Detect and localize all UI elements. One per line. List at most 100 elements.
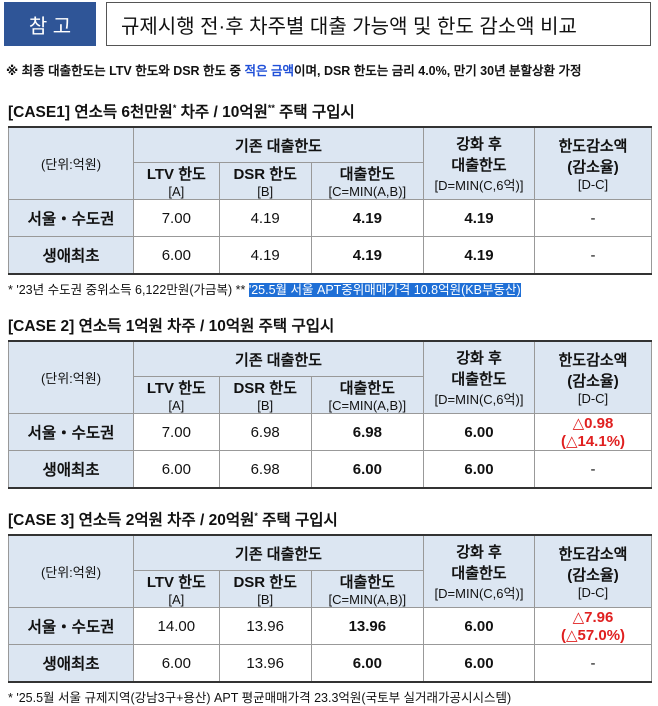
reduction-cell: - xyxy=(534,236,652,275)
header-line: [D=MIN(C,6억)] xyxy=(434,586,524,601)
column-header: 강화 후 대출한도 [D=MIN(C,6억)] xyxy=(423,534,535,608)
table: (단위:억원) 기존 대출한도 강화 후 대출한도 [D=MIN(C,6억)] 한도감소액… xyxy=(8,340,652,489)
value: 6.00 xyxy=(310,644,425,683)
unit-cell: (단위:억원) xyxy=(8,126,134,200)
footnote-part: * '25.5월 서울 규제지역(강남3구+용산) APT 평균매매가격 23.… xyxy=(8,691,512,705)
header-line: [D=MIN(C,6억)] xyxy=(434,178,524,193)
row-label: 서울・수도권 xyxy=(8,413,134,451)
title-part: 주택 구입시 xyxy=(257,512,338,529)
data-row: 생애최초 6.00 13.96 6.00 6.00- xyxy=(8,644,652,683)
header-line: LTV 한도 xyxy=(146,380,206,397)
column-header: DSR 한도 [B] xyxy=(218,162,312,200)
reduction-cell: - xyxy=(534,450,652,489)
reduction-cell: △7.96 (△57.0%) xyxy=(534,607,652,645)
column-header: 강화 후 대출한도 [D=MIN(C,6억)] xyxy=(423,126,535,200)
value: 4.19 xyxy=(310,199,425,237)
title-part: ** xyxy=(267,102,275,113)
table: (단위:억원) 기존 대출한도 강화 후 대출한도 [D=MIN(C,6억)] 한도감소액… xyxy=(8,126,652,275)
note-text: 이며, DSR 한도는 금리 4.0%, 만기 30년 분할상환 가정 xyxy=(294,64,582,78)
badge: 참 고 xyxy=(4,2,96,46)
header-line: (감소율) xyxy=(567,373,619,390)
header-line: 강화 후 xyxy=(456,544,502,561)
reduction: (△14.1%) xyxy=(560,433,626,450)
header-line: [B] xyxy=(257,184,274,199)
reduction: (△57.0%) xyxy=(560,627,626,644)
header-line: 대출한도 xyxy=(339,380,395,397)
title-part: 차주 / 10억원 xyxy=(176,104,268,121)
reduction: △7.96 xyxy=(572,609,614,626)
group-cell: 기존 대출한도 xyxy=(133,340,424,377)
title: 규제시행 전·후 차주별 대출 가능액 및 한도 감소액 비교 xyxy=(106,2,651,46)
header-line: (감소율) xyxy=(567,567,619,584)
group-cell: 기존 대출한도 xyxy=(133,534,424,571)
case: [CASE1] 연소득 6천만원* 차주 / 10억원** 주택 구입시 (단위:… xyxy=(8,100,652,298)
footnote-part: '25.5월 서울 APT중위매매가격 10.8억원(KB부동산) xyxy=(248,283,521,297)
title-part: * xyxy=(172,102,177,113)
value: 6.00 xyxy=(423,644,535,683)
header-line: 한도감소액 xyxy=(558,138,628,155)
header-line: DSR 한도 xyxy=(233,166,297,183)
row-label: 생애최초 xyxy=(8,450,134,489)
column-header: 한도감소액 (감소율) [D-C] xyxy=(534,340,652,414)
header-line: (감소율) xyxy=(567,159,619,176)
case-title: [CASE 3] 연소득 2억원 차주 / 20억원* 주택 구입시 xyxy=(8,508,652,530)
title-part: 주택 구입시 xyxy=(274,104,355,121)
header-line: [B] xyxy=(257,592,274,607)
value: 13.96 xyxy=(218,644,312,683)
header-line: 한도감소액 xyxy=(558,546,628,563)
value: 6.00 xyxy=(423,413,535,451)
column-header: LTV 한도 [A] xyxy=(133,162,220,200)
footnote: * '23년 수도권 중위소득 6,122만원(가금복) ** '25.5월 서… xyxy=(8,279,652,298)
header-line: [D-C] xyxy=(577,177,609,192)
reduction: - xyxy=(590,654,596,672)
unit-cell: (단위:억원) xyxy=(8,340,134,414)
header-line: DSR 한도 xyxy=(233,574,297,591)
header-row: (단위:억원) 기존 대출한도 강화 후 대출한도 [D=MIN(C,6억)] 한도감소액… xyxy=(8,534,652,608)
data-row: 생애최초 6.00 6.98 6.00 6.00- xyxy=(8,450,652,489)
header-line: LTV 한도 xyxy=(146,166,206,183)
case-title: [CASE 2] 연소득 1억원 차주 / 10억원 주택 구입시 xyxy=(8,314,652,336)
header-line: [C=MIN(A,B)] xyxy=(328,184,407,199)
value: 7.00 xyxy=(133,413,220,451)
header-line: [A] xyxy=(168,398,185,413)
header-line: [D-C] xyxy=(577,391,609,406)
value: 6.00 xyxy=(310,450,425,489)
column-header: LTV 한도 [A] xyxy=(133,570,220,608)
value: 6.00 xyxy=(133,236,220,275)
header-line: [A] xyxy=(168,592,185,607)
value: 6.98 xyxy=(218,413,312,451)
header-line: [A] xyxy=(168,184,185,199)
reduction: - xyxy=(590,209,596,227)
value: 13.96 xyxy=(218,607,312,645)
value: 6.00 xyxy=(423,450,535,489)
column-header: 강화 후 대출한도 [D=MIN(C,6억)] xyxy=(423,340,535,414)
title-part: [CASE 3] 연소득 2억원 차주 / 20억원 xyxy=(8,512,255,529)
header-row: LTV 한도 [A] DSR 한도 [B] 대출한도 [C=MIN(A,B)] xyxy=(9,570,652,608)
row-label: 서울・수도권 xyxy=(8,199,134,237)
group-cell: 기존 대출한도 xyxy=(133,126,424,163)
table: (단위:억원) 기존 대출한도 강화 후 대출한도 [D=MIN(C,6억)] 한도감소액… xyxy=(8,534,652,683)
value: 6.98 xyxy=(218,450,312,489)
value: 6.00 xyxy=(133,644,220,683)
header-line: 강화 후 xyxy=(456,350,502,367)
value: 4.19 xyxy=(218,236,312,275)
case-title: [CASE1] 연소득 6천만원* 차주 / 10억원** 주택 구입시 xyxy=(8,100,652,122)
column-header: DSR 한도 [B] xyxy=(218,376,312,414)
value: 7.00 xyxy=(133,199,220,237)
data-row: 생애최초 6.00 4.19 4.19 4.19- xyxy=(8,236,652,275)
data-row: 서울・수도권 14.00 13.96 13.96 6.00 △7.96 (△57.0%) xyxy=(8,607,652,645)
column-header: 한도감소액 (감소율) [D-C] xyxy=(534,126,652,200)
value: 6.00 xyxy=(133,450,220,489)
header-line: [D=MIN(C,6억)] xyxy=(434,392,524,407)
row-label: 서울・수도권 xyxy=(8,607,134,645)
header-row: (단위:억원) 기존 대출한도 강화 후 대출한도 [D=MIN(C,6억)] 한도감소액… xyxy=(8,126,652,200)
header-line: 대출한도 xyxy=(451,157,507,174)
value: 13.96 xyxy=(310,607,425,645)
value: 6.00 xyxy=(423,607,535,645)
title-part: * xyxy=(254,510,258,521)
header-line: [C=MIN(A,B)] xyxy=(328,398,407,413)
header-line: LTV 한도 xyxy=(146,574,206,591)
reduction: △0.98 xyxy=(572,415,614,432)
value: 4.19 xyxy=(218,199,312,237)
